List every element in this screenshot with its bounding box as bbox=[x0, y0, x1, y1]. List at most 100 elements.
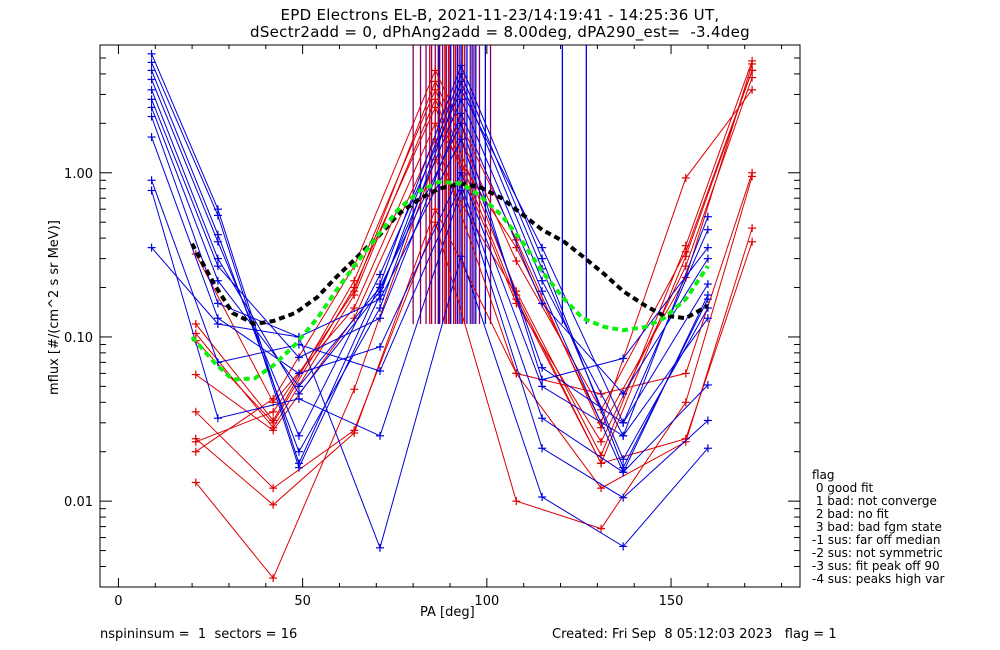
data-point bbox=[703, 380, 712, 389]
data-point bbox=[294, 394, 303, 403]
data-point bbox=[538, 363, 547, 372]
data-point bbox=[597, 484, 606, 493]
data-point bbox=[457, 69, 466, 78]
data-point bbox=[619, 431, 628, 440]
data-point bbox=[350, 287, 359, 296]
data-point bbox=[269, 418, 278, 427]
data-point bbox=[512, 243, 521, 252]
data-point bbox=[431, 119, 440, 128]
data-point bbox=[376, 367, 384, 376]
fit-curve-green bbox=[190, 179, 710, 382]
data-point bbox=[191, 447, 200, 456]
data-point bbox=[431, 66, 440, 75]
data-point bbox=[147, 112, 156, 121]
data-point bbox=[431, 85, 440, 94]
legend-item: 1 bad: not converge bbox=[812, 494, 937, 508]
data-point bbox=[350, 385, 359, 394]
data-point bbox=[619, 468, 628, 477]
data-point bbox=[538, 299, 547, 308]
data-point bbox=[376, 304, 384, 313]
data-point bbox=[538, 382, 547, 391]
data-point bbox=[213, 237, 222, 246]
legend-item: -2 sus: not symmetric bbox=[812, 546, 943, 560]
legend-item: -3 sus: fit peak off 90 bbox=[812, 559, 940, 573]
data-point bbox=[748, 59, 757, 68]
data-point bbox=[147, 186, 156, 195]
data-point bbox=[376, 270, 384, 279]
data-point bbox=[191, 437, 200, 446]
data-point bbox=[457, 85, 466, 94]
data-point bbox=[431, 95, 440, 104]
data-point bbox=[147, 243, 156, 252]
series-line bbox=[195, 137, 753, 431]
data-point bbox=[213, 414, 222, 423]
legend-item: -1 sus: far off median bbox=[812, 533, 941, 547]
series-line bbox=[151, 188, 709, 499]
data-point bbox=[703, 314, 712, 323]
data-point bbox=[213, 276, 222, 285]
data-point bbox=[703, 304, 712, 313]
data-point bbox=[538, 243, 547, 252]
data-point bbox=[269, 426, 278, 435]
series-line bbox=[151, 180, 709, 473]
data-point bbox=[748, 85, 757, 94]
data-point bbox=[681, 398, 690, 407]
series-line bbox=[151, 107, 709, 388]
data-point bbox=[147, 85, 156, 94]
data-point bbox=[703, 243, 712, 252]
data-point bbox=[191, 370, 200, 379]
y-tick-label: 0.10 bbox=[64, 331, 93, 346]
series-line bbox=[151, 99, 709, 395]
data-point bbox=[376, 283, 384, 292]
data-point bbox=[538, 254, 547, 263]
data-point bbox=[681, 369, 690, 378]
data-point bbox=[147, 75, 156, 84]
data-point bbox=[269, 394, 278, 403]
data-point bbox=[376, 342, 384, 351]
data-point bbox=[269, 500, 278, 509]
data-point bbox=[619, 455, 628, 464]
data-point bbox=[376, 431, 384, 440]
data-point bbox=[703, 280, 712, 289]
data-point bbox=[294, 353, 303, 362]
data-point bbox=[431, 103, 440, 112]
data-point bbox=[597, 524, 606, 533]
data-point bbox=[431, 135, 440, 144]
data-point bbox=[538, 492, 547, 501]
y-tick-label: 0.01 bbox=[64, 495, 93, 510]
data-point bbox=[376, 314, 384, 323]
data-layer bbox=[147, 45, 757, 583]
y-axis-label: mflux [#/(cm^2 s sr MeV)] bbox=[47, 220, 62, 395]
series-line bbox=[195, 63, 753, 453]
data-point bbox=[619, 418, 628, 427]
data-point bbox=[457, 252, 466, 261]
data-point bbox=[748, 224, 757, 233]
chart-subtitle: dSectr2add = 0, dPhAng2add = 8.00deg, dP… bbox=[250, 23, 750, 41]
data-point bbox=[619, 389, 628, 398]
data-point bbox=[147, 66, 156, 75]
data-point bbox=[213, 299, 222, 308]
data-point bbox=[748, 172, 757, 181]
chart-title: EPD Electrons EL-B, 2021-11-23/14:19:41 … bbox=[280, 6, 720, 24]
data-point bbox=[538, 276, 547, 285]
series-line bbox=[151, 247, 709, 550]
data-point bbox=[147, 103, 156, 112]
data-point bbox=[213, 262, 222, 271]
data-point bbox=[294, 447, 303, 456]
data-point bbox=[703, 254, 712, 263]
flag-legend: flag 0 good fit 1 bad: not converge 2 ba… bbox=[812, 469, 944, 586]
data-point bbox=[457, 61, 466, 70]
data-point bbox=[512, 257, 521, 266]
data-point bbox=[147, 133, 156, 142]
data-point bbox=[703, 212, 712, 221]
data-point bbox=[147, 58, 156, 67]
data-point bbox=[597, 423, 606, 432]
series-line bbox=[195, 207, 753, 506]
data-point bbox=[376, 543, 384, 552]
data-point bbox=[213, 319, 222, 328]
legend-item: -4 sus: peaks high var bbox=[812, 572, 945, 586]
data-point bbox=[597, 459, 606, 468]
series-line bbox=[195, 176, 753, 530]
